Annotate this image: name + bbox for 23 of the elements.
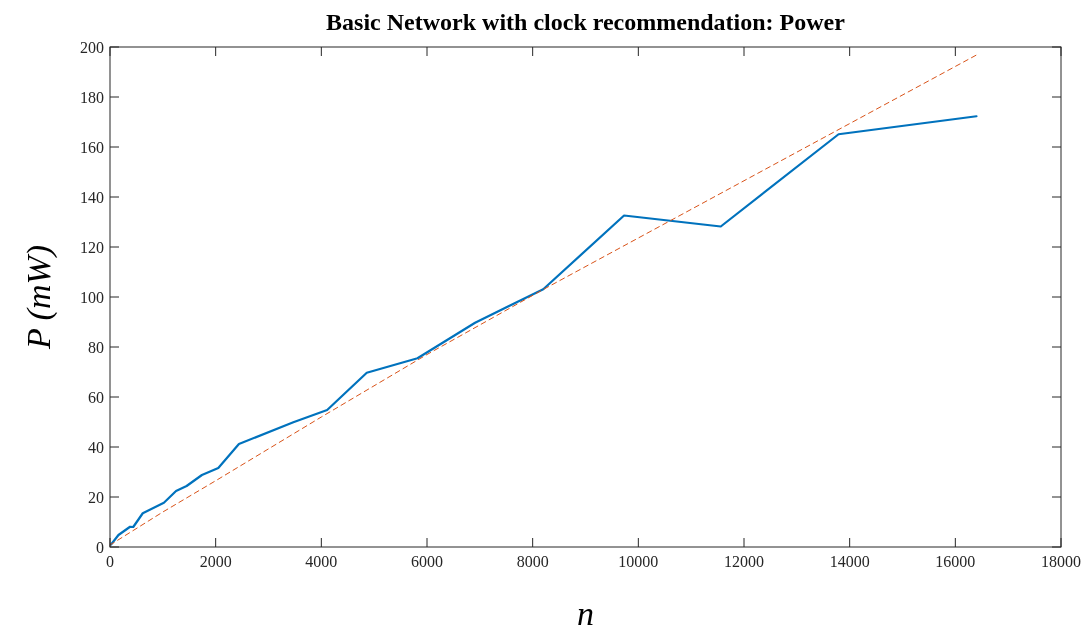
x-tick-label: 4000 [305, 553, 338, 570]
x-tick-label: 18000 [1041, 553, 1081, 570]
y-tick-label: 0 [96, 538, 104, 556]
y-tick-label: 20 [88, 488, 104, 506]
y-tick-label: 80 [88, 338, 104, 356]
x-tick-label: 2000 [199, 553, 232, 570]
x-tick-label: 14000 [829, 553, 870, 570]
chart-title: Basic Network with clock recommendation: Power [326, 9, 846, 35]
y-tick-label: 160 [80, 138, 104, 156]
x-axis-title: n [577, 595, 594, 632]
x-tick-label: 12000 [724, 553, 764, 570]
x-tick-label: 16000 [935, 553, 976, 570]
y-tick-label: 60 [88, 388, 104, 406]
y-tick-label: 180 [80, 88, 104, 106]
x-tick-label: 8000 [516, 553, 549, 570]
x-tick-label: 6000 [411, 553, 443, 570]
y-axis-title: P (mW) [20, 244, 58, 351]
y-tick-label: 200 [80, 38, 104, 56]
x-tick-label: 10000 [618, 553, 659, 570]
y-tick-label: 120 [80, 238, 104, 256]
y-tick-label: 100 [80, 288, 104, 306]
y-tick-label: 40 [88, 438, 104, 456]
y-tick-label: 140 [80, 188, 104, 206]
